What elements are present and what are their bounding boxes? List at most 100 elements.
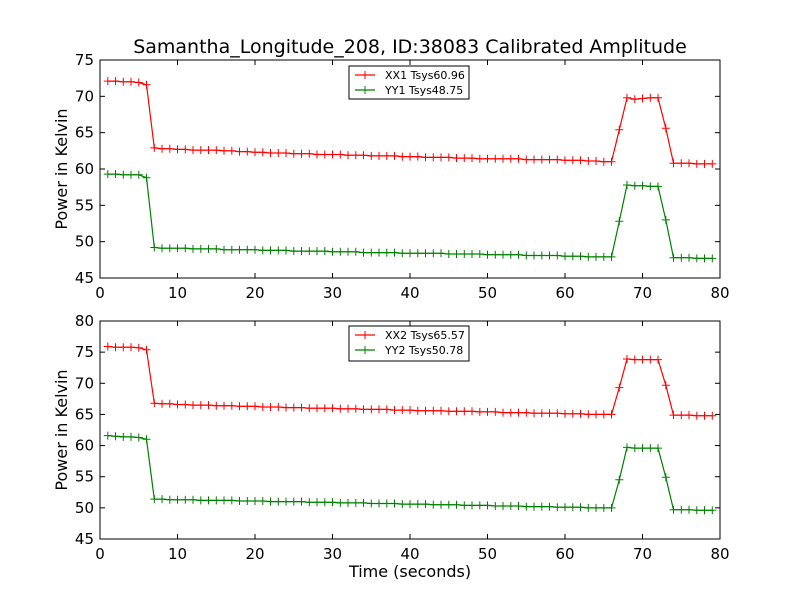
data-point (367, 499, 376, 508)
data-point (328, 247, 337, 256)
data-point (142, 80, 151, 89)
data-point (514, 408, 523, 417)
data-point (282, 497, 290, 506)
data-point (351, 247, 360, 256)
x-tick-label: 10 (168, 284, 187, 302)
data-point (468, 154, 476, 163)
data-point (413, 249, 422, 258)
data-point (235, 402, 244, 411)
data-point (468, 407, 476, 416)
data-point (158, 495, 166, 504)
data-point (351, 151, 360, 160)
data-point (685, 159, 693, 168)
data-point (638, 355, 647, 364)
y-axis-label: Power in Kelvin (52, 369, 71, 490)
data-point (584, 252, 593, 261)
data-point (336, 247, 345, 256)
data-point (266, 246, 275, 255)
data-point (243, 497, 252, 505)
data-point (165, 244, 174, 253)
data-point (375, 248, 383, 257)
data-point (313, 247, 321, 256)
data-point (243, 147, 252, 156)
data-point (576, 252, 585, 261)
data-point (158, 399, 166, 408)
data-point (305, 498, 314, 507)
legend-label-2: YY2 Tsys50.78 (384, 344, 463, 357)
data-point (429, 249, 438, 258)
data-point (220, 146, 228, 155)
data-point (599, 503, 608, 512)
data-point (251, 245, 259, 254)
data-point (344, 247, 352, 256)
data-point (134, 433, 143, 442)
data-point (599, 410, 608, 419)
data-point (545, 502, 554, 511)
data-point (499, 250, 507, 259)
data-point (320, 498, 329, 507)
data-point (305, 404, 314, 413)
data-point (119, 170, 128, 179)
data-point (413, 152, 422, 161)
y-tick-label: 45 (75, 269, 94, 287)
data-point (452, 250, 461, 258)
data-point (196, 146, 205, 155)
data-point (638, 181, 647, 190)
data-point (251, 497, 259, 505)
legend-marker-2 (361, 86, 369, 94)
data-point (103, 342, 112, 351)
data-point (452, 500, 461, 509)
data-point (196, 244, 205, 253)
data-point (584, 157, 593, 165)
legend-box (348, 325, 470, 362)
data-point (165, 399, 174, 408)
data-point (429, 153, 438, 162)
data-point (669, 159, 678, 168)
data-point (375, 151, 383, 160)
data-point (607, 503, 616, 512)
data-point (313, 498, 321, 507)
data-point (158, 244, 166, 253)
data-point (646, 182, 655, 191)
data-point (553, 503, 562, 512)
x-tick-label: 50 (478, 545, 497, 563)
data-point (561, 503, 569, 512)
x-tick-label: 30 (323, 284, 342, 302)
data-point (444, 153, 453, 162)
data-point (382, 151, 391, 160)
data-point (181, 400, 190, 409)
data-point (390, 151, 399, 160)
data-point (297, 403, 306, 412)
data-point (220, 245, 228, 254)
data-point (328, 404, 337, 413)
legend: XX1 Tsys60.96 YY1 Tsys48.75 (348, 65, 470, 100)
data-point (561, 252, 569, 261)
data-point (165, 495, 174, 504)
data-point (522, 502, 531, 511)
data-point (398, 500, 407, 509)
y-tick-label: 45 (75, 530, 94, 548)
data-point (592, 503, 600, 512)
data-point (654, 182, 662, 191)
y-tick-label: 55 (75, 468, 94, 486)
data-point (390, 499, 399, 508)
data-point (282, 403, 290, 412)
data-point (638, 94, 647, 103)
x-tick-label: 20 (245, 284, 264, 302)
data-point (305, 149, 314, 158)
data-point (522, 408, 531, 417)
data-point (220, 401, 228, 410)
data-point (344, 498, 352, 507)
data-point (537, 155, 546, 164)
data-point (654, 444, 662, 453)
data-point (514, 154, 523, 163)
data-point (530, 409, 538, 418)
data-point (545, 251, 554, 260)
data-point (289, 247, 298, 256)
data-point (119, 343, 128, 352)
data-point (700, 411, 709, 420)
data-point (607, 157, 616, 166)
data-point (692, 506, 701, 515)
data-point (568, 156, 577, 165)
legend: XX2 Tsys65.57 YY2 Tsys50.78 (348, 325, 470, 362)
